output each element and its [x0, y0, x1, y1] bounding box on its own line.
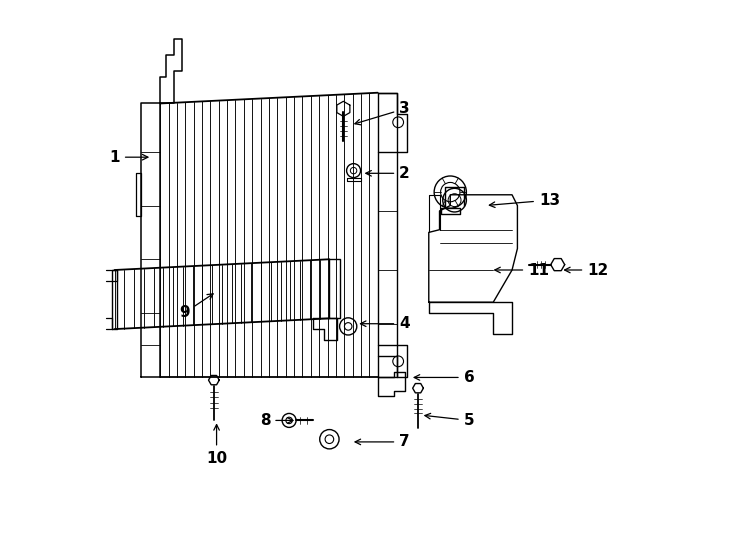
Text: 2: 2	[366, 166, 410, 181]
Text: 13: 13	[490, 193, 560, 208]
Text: 3: 3	[355, 102, 410, 125]
Text: 9: 9	[179, 294, 213, 320]
Text: 6: 6	[414, 370, 474, 385]
Text: 4: 4	[360, 316, 410, 331]
Text: 10: 10	[206, 424, 227, 465]
Text: 12: 12	[564, 262, 608, 278]
Text: 11: 11	[495, 262, 549, 278]
Text: 8: 8	[260, 413, 293, 428]
Text: 7: 7	[355, 434, 410, 449]
Text: 5: 5	[425, 413, 474, 428]
Text: 1: 1	[109, 150, 148, 165]
